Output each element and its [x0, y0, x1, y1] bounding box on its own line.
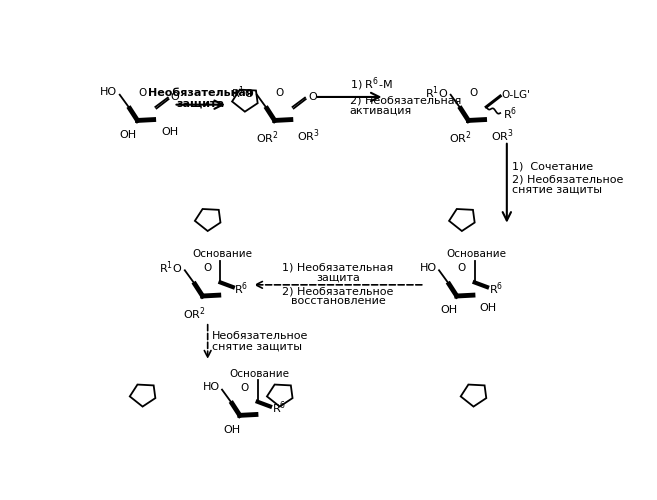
Text: OR$^3$: OR$^3$ — [297, 128, 320, 144]
Text: R$^1$O: R$^1$O — [425, 84, 448, 100]
Text: OH: OH — [223, 424, 240, 434]
Text: HO: HO — [420, 263, 437, 273]
Text: 1) Необязательная: 1) Необязательная — [283, 263, 394, 273]
Text: 1)  Сочетание: 1) Сочетание — [512, 162, 593, 172]
Text: Основание: Основание — [446, 250, 506, 260]
Text: Необязательная: Необязательная — [148, 88, 253, 98]
Text: R$^6$: R$^6$ — [503, 106, 518, 122]
Text: 2) Необязательное: 2) Необязательное — [512, 174, 623, 184]
Text: O: O — [469, 88, 478, 98]
Text: HO: HO — [101, 88, 118, 98]
Text: снятие защиты: снятие защиты — [212, 342, 302, 351]
Text: OR$^2$: OR$^2$ — [449, 130, 472, 146]
Text: O-LG': O-LG' — [502, 90, 531, 101]
Text: R$^1$O: R$^1$O — [159, 260, 183, 276]
Text: 2) Необязательное: 2) Необязательное — [283, 286, 394, 296]
Text: OH: OH — [440, 305, 457, 315]
Text: R$^6$: R$^6$ — [235, 280, 248, 297]
Text: O: O — [240, 383, 249, 393]
Text: R$^6$: R$^6$ — [271, 400, 286, 416]
Text: R$^6$: R$^6$ — [489, 280, 503, 297]
Text: защита: защита — [177, 98, 225, 108]
Text: защита: защита — [316, 273, 360, 283]
Text: HO: HO — [202, 382, 219, 392]
Text: 2) Необязательная: 2) Необязательная — [350, 95, 461, 105]
Text: O: O — [171, 92, 179, 102]
Text: O: O — [139, 88, 147, 98]
Text: OH: OH — [162, 128, 179, 138]
Text: O: O — [458, 264, 466, 274]
Text: OH: OH — [479, 303, 496, 313]
Text: OR$^2$: OR$^2$ — [256, 130, 279, 146]
Text: Необязательное: Необязательное — [212, 330, 309, 340]
Text: R$^1$O: R$^1$O — [231, 84, 254, 100]
Text: активация: активация — [350, 105, 412, 115]
Text: снятие защиты: снятие защиты — [512, 184, 602, 194]
Text: Основание: Основание — [192, 250, 252, 260]
Text: OR$^2$: OR$^2$ — [183, 305, 206, 322]
Text: восстановление: восстановление — [290, 296, 385, 306]
Text: 1) R$^6$-M: 1) R$^6$-M — [350, 76, 392, 94]
Text: OH: OH — [120, 130, 137, 140]
Text: O: O — [308, 92, 317, 102]
Text: O: O — [276, 88, 284, 98]
Text: O: O — [204, 264, 212, 274]
Text: Основание: Основание — [229, 368, 289, 378]
Text: OR$^3$: OR$^3$ — [491, 128, 514, 144]
